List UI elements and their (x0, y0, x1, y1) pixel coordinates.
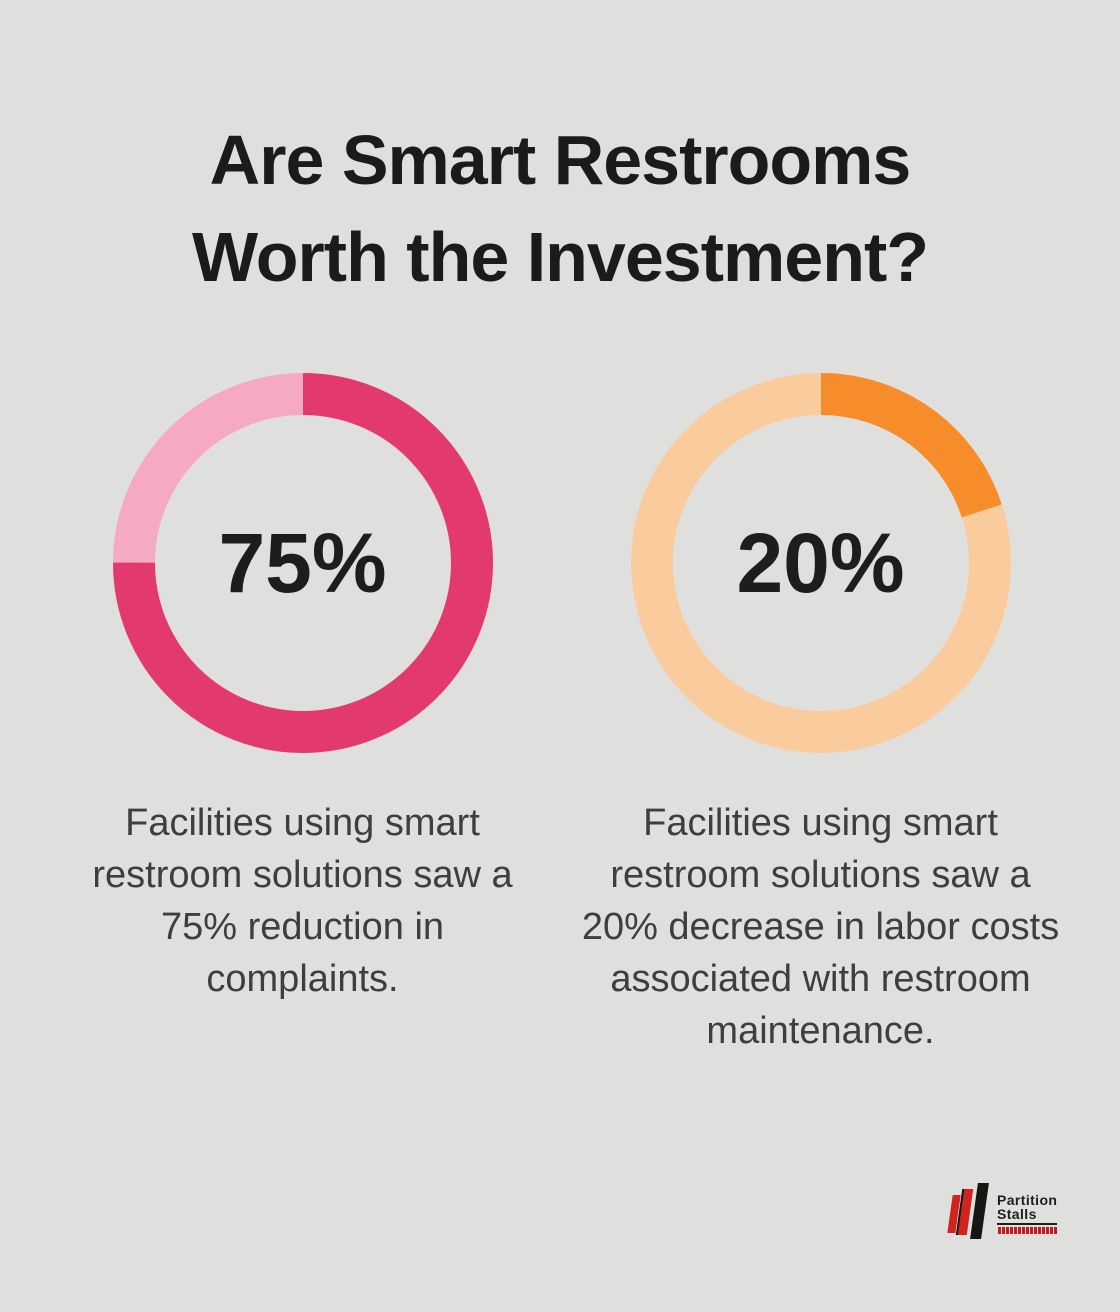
page-title-line-2: Worth the Investment? (191, 218, 929, 296)
donut-chart-20-svg (630, 373, 1011, 753)
donut-20-value-arc (630, 373, 1011, 753)
stat-labor-cost-decrease: 20% Facilities using smart restroom solu… (578, 373, 1063, 1057)
logo-underline (997, 1223, 1057, 1225)
partition-panels-icon (947, 1183, 989, 1239)
partition-stalls-logo: Partition Stalls (947, 1183, 1057, 1239)
donut-chart-20: 20% (630, 373, 1011, 753)
page-title: Are Smart Restrooms Worth the Investment… (0, 112, 1120, 306)
donut-75-percentage-label: 75% (218, 515, 387, 610)
donut-75-value-arc (112, 373, 493, 753)
logo-wordmark: Partition Stalls (997, 1183, 1057, 1234)
stat-20-caption: Facilities using smart restroom solution… (581, 802, 1060, 1052)
page-title-line-1: Are Smart Restrooms (209, 121, 912, 199)
donut-chart-75-svg (112, 373, 493, 753)
logo-name-line-1: Partition (997, 1192, 1058, 1208)
donut-20-percentage-label: 20% (736, 515, 905, 610)
donut-chart-75: 75% (112, 373, 493, 753)
stat-75-caption: Facilities using smart restroom solution… (92, 802, 513, 1000)
stat-complaints-reduction: 75% Facilities using smart restroom solu… (60, 373, 545, 1005)
logo-tagline-strip (997, 1227, 1057, 1234)
logo-name-line-2: Stalls (997, 1206, 1037, 1222)
